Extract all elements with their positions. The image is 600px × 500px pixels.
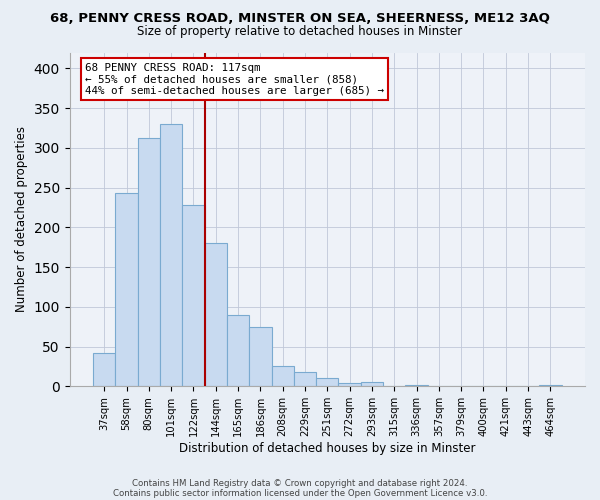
Bar (249, 326, 272, 386)
Bar (338, 383, 361, 386)
Bar (227, 315, 249, 386)
Bar (182, 205, 205, 386)
Bar (93, 353, 115, 386)
Bar (406, 385, 428, 386)
Text: 68, PENNY CRESS ROAD, MINSTER ON SEA, SHEERNESS, ME12 3AQ: 68, PENNY CRESS ROAD, MINSTER ON SEA, SH… (50, 12, 550, 26)
Bar (272, 366, 294, 386)
Text: Size of property relative to detached houses in Minster: Size of property relative to detached ho… (137, 25, 463, 38)
Bar (539, 385, 562, 386)
Bar (205, 244, 227, 386)
Text: Contains public sector information licensed under the Open Government Licence v3: Contains public sector information licen… (113, 488, 487, 498)
Text: 68 PENNY CRESS ROAD: 117sqm
← 55% of detached houses are smaller (858)
44% of se: 68 PENNY CRESS ROAD: 117sqm ← 55% of det… (85, 62, 384, 96)
X-axis label: Distribution of detached houses by size in Minster: Distribution of detached houses by size … (179, 442, 476, 455)
Text: Contains HM Land Registry data © Crown copyright and database right 2024.: Contains HM Land Registry data © Crown c… (132, 478, 468, 488)
Bar (361, 382, 383, 386)
Bar (137, 138, 160, 386)
Bar (115, 193, 137, 386)
Y-axis label: Number of detached properties: Number of detached properties (15, 126, 28, 312)
Bar (316, 378, 338, 386)
Bar (160, 124, 182, 386)
Bar (294, 372, 316, 386)
